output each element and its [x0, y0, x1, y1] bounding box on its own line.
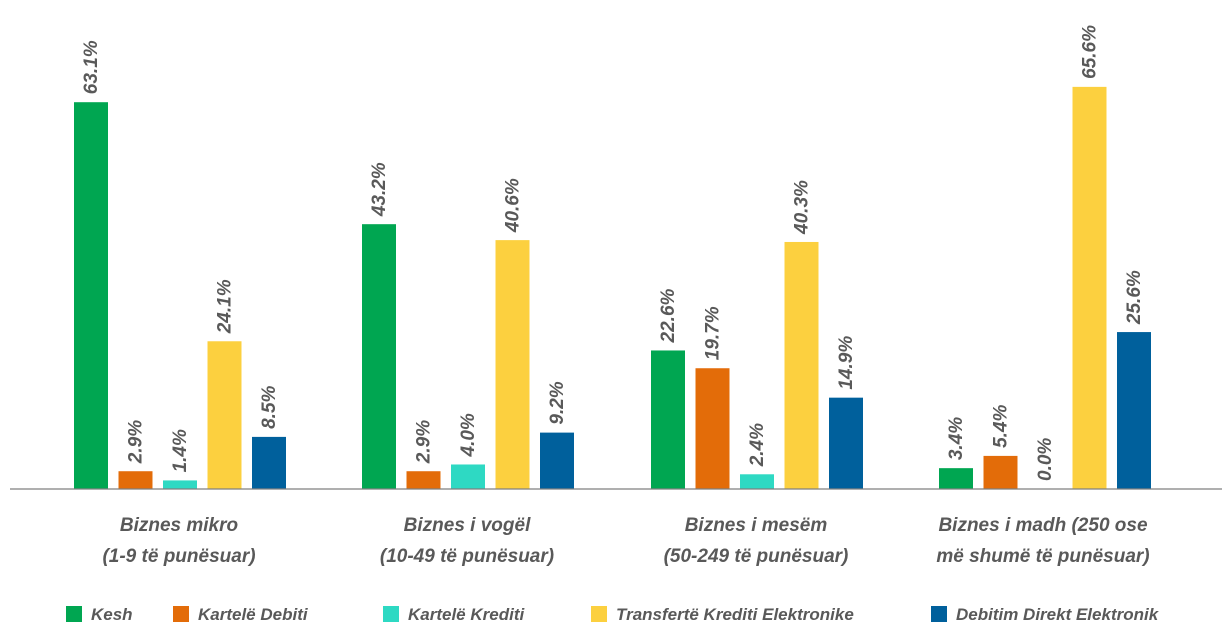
category-label-2-1: (50-249 të punësuar)	[664, 546, 849, 567]
value-label-2-2: 2.4%	[747, 423, 768, 467]
bar-1-3	[495, 240, 530, 489]
category-label-3-1: më shumë të punësuar)	[936, 546, 1149, 567]
value-label-2-0: 22.6%	[658, 288, 679, 343]
bar-0-1	[118, 471, 153, 489]
value-label-0-0: 63.1%	[81, 40, 102, 94]
category-label-2-0: Biznes i mesëm	[685, 515, 828, 536]
category-label-3-0: Biznes i madh (250 ose	[938, 515, 1148, 536]
value-label-0-2: 1.4%	[170, 429, 191, 472]
legend-swatch-4	[931, 606, 947, 622]
value-label-2-4: 14.9%	[836, 336, 857, 390]
legend-label-0: Kesh	[91, 605, 133, 624]
legend-label-1: Kartelë Debiti	[198, 605, 309, 624]
bar-1-0	[362, 224, 396, 489]
legend-swatch-2	[383, 606, 399, 622]
value-label-1-0: 43.2%	[369, 162, 390, 217]
category-label-0-0: Biznes mikro	[120, 515, 238, 536]
bar-3-1	[983, 455, 1018, 489]
bar-0-3	[207, 341, 242, 489]
value-label-3-4: 25.6%	[1124, 270, 1145, 325]
value-label-0-1: 2.9%	[126, 420, 147, 464]
bar-1-1	[406, 471, 441, 489]
legend-swatch-1	[173, 606, 189, 622]
bar-2-4	[829, 397, 863, 489]
value-label-1-3: 40.6%	[503, 178, 524, 233]
bar-0-2	[163, 480, 197, 489]
value-labels-layer: 63.1% 43.2% 22.6% 3.4% 2.9% 2.9% 19.7% 5.4% 1.4%…	[81, 25, 1145, 481]
bar-0-0	[74, 102, 108, 490]
bar-1-2	[451, 464, 485, 489]
bar-2-1	[695, 368, 730, 489]
value-label-2-3: 40.3%	[792, 180, 813, 235]
bar-2-0	[651, 350, 685, 489]
legend: Kesh Kartelë Debiti Kartelë Krediti Transfe…	[66, 605, 1160, 624]
value-label-0-4: 8.5%	[259, 385, 280, 428]
bar-2-2	[740, 474, 774, 489]
bar-0-4	[252, 436, 286, 489]
value-label-0-3: 24.1%	[215, 279, 236, 334]
bar-2-3	[784, 241, 819, 489]
category-label-1-0: Biznes i vogël	[404, 515, 531, 536]
category-labels-layer: Biznes mikro (1-9 të punësuar) Biznes i vo…	[102, 515, 1149, 567]
value-label-1-1: 2.9%	[414, 420, 435, 464]
bars-layer	[74, 86, 1151, 490]
bar-3-4	[1117, 332, 1151, 489]
value-label-3-1: 5.4%	[991, 404, 1012, 447]
value-label-3-2: 0.0%	[1035, 438, 1056, 481]
legend-label-3: Transfertë Krediti Elektronike	[616, 605, 854, 624]
value-label-3-0: 3.4%	[946, 417, 967, 460]
value-label-3-3: 65.6%	[1080, 25, 1101, 79]
value-label-2-1: 19.7%	[703, 306, 724, 360]
category-label-1-1: (10-49 të punësuar)	[380, 546, 554, 567]
legend-swatch-0	[66, 606, 82, 622]
bar-1-4	[540, 432, 574, 489]
legend-label-2: Kartelë Krediti	[408, 605, 525, 624]
value-label-1-4: 9.2%	[547, 381, 568, 424]
category-label-0-1: (1-9 të punësuar)	[102, 546, 255, 567]
bar-3-0	[939, 468, 973, 489]
legend-swatch-3	[591, 606, 607, 622]
value-label-1-2: 4.0%	[458, 413, 479, 457]
bar-3-3	[1072, 86, 1107, 489]
legend-label-4: Debitim Direkt Elektronik	[956, 605, 1160, 624]
